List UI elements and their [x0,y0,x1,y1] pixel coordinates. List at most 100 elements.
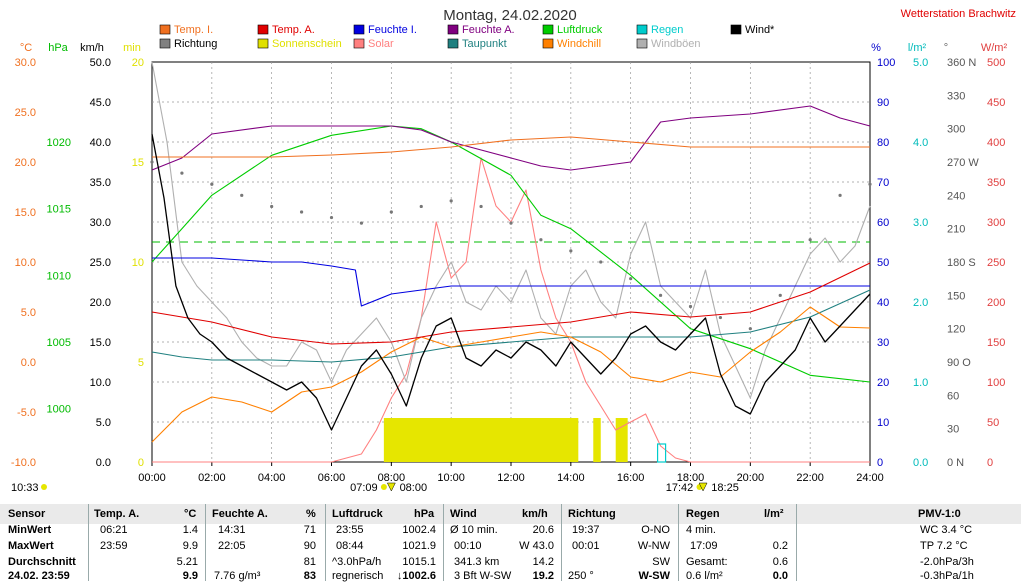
unit-solar: W/m² [981,42,1008,54]
axis-pressure_hpa-tick-2: 1010 [47,270,71,282]
sunshine-block-1 [593,418,601,462]
axis-wind_kmh-tick-3: 35.0 [90,177,111,189]
axis-rain_lm2-tick-0: 5.0 [913,57,928,69]
legend-label-8: Sonnenschein [272,38,342,50]
series-line-windb-en [151,61,871,399]
series-line-windchill [151,306,871,443]
axis-solar_wm2-tick-7: 150 [987,337,1005,349]
axis-temp_c-tick-5: 5.0 [21,307,36,319]
pmv-trend-1h: -0.3hPa/1h [920,570,974,582]
unit-kmh: km/h [80,42,104,54]
series-line-luftdruck [151,125,871,383]
legend-swatch-5 [636,24,648,35]
axis-temp_c-tick-0: 30.0 [15,57,36,69]
legend-label-3: Feuchte A. [462,24,515,36]
series-line-temp-i [152,136,870,158]
legend-label-6: Wind* [745,24,775,36]
direction-point-9 [419,204,423,209]
series-line-taupunkt [151,289,871,363]
axis-humidity_pct-tick-2: 80 [877,137,889,149]
unit-hpa: hPa [48,42,68,54]
legend-swatch-10 [447,38,459,49]
axis-solar_wm2-tick-4: 300 [987,217,1005,229]
wind-day-avg: 14.2 [532,556,554,568]
axis-pressure_hpa-tick-3: 1005 [47,337,71,349]
axis-pressure_hpa-tick-4: 1000 [47,404,71,416]
x-tick-label-5: 10:00 [437,472,465,484]
axis-solar_wm2-tick-10: 0 [987,457,993,469]
axis-temp_c-tick-1: 25.0 [15,107,36,119]
legend-label-2: Feuchte I. [368,24,417,36]
x-tick-label-9: 18:00 [677,472,705,484]
x-tick-label-7: 14:00 [557,472,585,484]
unit-deg: ° [944,42,948,54]
x-tick-label-11: 22:00 [796,472,824,484]
axis-humidity_pct-tick-0: 100 [877,57,895,69]
legend-swatch-6 [730,24,742,35]
table-unit-temp: °C [184,508,197,520]
summary-table: Sensor MinWert MaxWert Durchschnitt 24.0… [0,504,1021,582]
pressure-current-value: ↓1002.6 [396,570,436,582]
pmv-trend-3h: -2.0hPa/3h [920,556,974,568]
table-header-sensor: Sensor [8,508,46,520]
legend-swatch-11 [542,38,554,49]
direction-point-6 [329,215,334,220]
axis-sunshine_min-tick-1: 15 [132,157,144,169]
direction-point-12 [509,221,513,225]
table-header-rain: Regen [686,508,720,520]
wind-distance: 341.3 km [454,556,500,568]
axis-direction_deg-tick-8: 120 [947,324,965,336]
rain-duration: 4 min. [686,524,716,536]
series-line-feuchte-a [151,105,871,171]
legend-label-4: Luftdruck [557,24,603,36]
axis-wind_kmh-tick-5: 25.0 [90,257,111,269]
direction-point-4 [270,204,274,209]
direction-point-15 [599,260,603,264]
temp-min-value: 1.4 [182,524,198,536]
direction-min-value: O-NO [641,524,670,536]
unit-rain: l/m² [908,42,927,54]
axis-rain_lm2-tick-1: 4.0 [913,137,928,149]
humidity-max-value: 90 [303,540,316,552]
axis-wind_kmh-tick-10: 0.0 [96,457,111,469]
unit-min: min [123,42,141,54]
direction-point-19 [718,315,723,320]
sunrise-icon [380,484,387,490]
direction-point-10 [449,199,453,203]
axis-solar_wm2-tick-2: 400 [987,137,1005,149]
axis-temp_c-tick-2: 20.0 [15,157,36,169]
weather-chart: Montag, 24.02.2020 Wetterstation Brachwit… [11,7,1016,494]
direction-max-value: W-NW [637,540,670,552]
table-header-row [0,504,1021,524]
series-line-solar [152,157,870,463]
pressure-max-value: 1021.9 [402,540,436,552]
sunshine-block-0 [383,418,579,462]
legend-swatch-3 [447,24,459,35]
pressure-min-time: 23:55 [336,524,364,536]
rain-max-time: 17:09 [690,540,718,552]
x-tick-label-8: 16:00 [617,472,645,484]
axis-temp_c-tick-3: 15.0 [15,207,36,219]
axis-solar_wm2-tick-1: 450 [987,97,1005,109]
row-label-max: MaxWert [8,540,54,552]
sunshine-block-2 [615,418,628,462]
marker-arrow-icon-3 [698,482,708,492]
axis-rain_lm2-tick-3: 2.0 [913,297,928,309]
axis-direction_deg-tick-5: 210 [947,224,965,236]
direction-point-11 [479,204,483,209]
axis-humidity_pct-tick-7: 30 [877,337,889,349]
legend-swatch-9 [353,38,365,49]
axis-direction_deg-tick-3: 270 W [947,157,979,169]
x-tick-label-2: 04:00 [258,472,286,484]
row-label-avg: Durchschnitt [8,556,76,568]
humidity-current-value: 83 [303,570,316,582]
direction-point-1 [180,171,184,175]
direction-point-2 [210,182,214,186]
legend-label-7: Richtung [174,38,217,50]
direction-point-18 [688,304,693,309]
x-tick-label-3: 06:00 [318,472,346,484]
side-sun-icon [41,484,47,490]
direction-point-3 [240,193,244,197]
direction-point-0 [150,160,154,164]
axis-wind_kmh-tick-7: 15.0 [90,337,111,349]
